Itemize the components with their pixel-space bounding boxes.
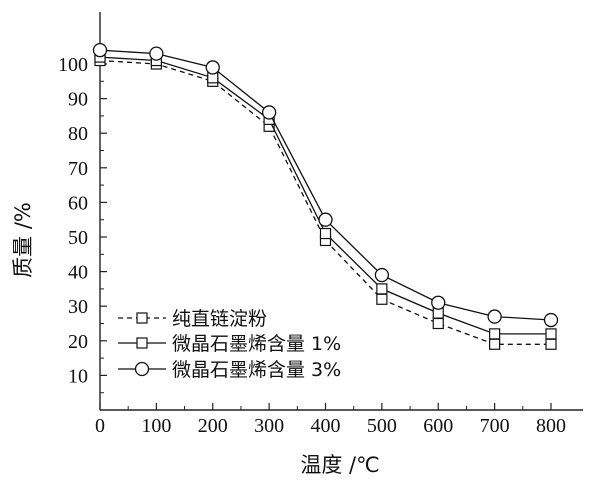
legend-label: 纯直链淀粉 <box>172 308 267 330</box>
data-point <box>545 328 557 340</box>
data-point <box>376 293 388 305</box>
series-2 <box>94 51 557 340</box>
y-tick-label: 20 <box>68 331 88 353</box>
y-tick-label: 10 <box>68 365 88 387</box>
x-tick-label: 600 <box>423 415 453 437</box>
data-point <box>376 283 388 295</box>
y-tick-label: 80 <box>68 123 88 145</box>
data-point <box>489 328 501 340</box>
data-point <box>545 338 557 350</box>
legend-item: 微晶石墨烯含量 1% <box>118 333 341 355</box>
y-tick-label: 100 <box>58 54 88 76</box>
y-axis-title: 质量 /% <box>11 202 35 278</box>
x-tick-label: 400 <box>311 415 341 437</box>
axes: 0 100 200 300 400 500 600 700 800 10 20 30 40 50 60 70 8… <box>58 12 583 437</box>
y-tick-label: 70 <box>68 158 88 180</box>
y-tick-label: 60 <box>68 192 88 214</box>
x-tick-label: 200 <box>198 415 228 437</box>
data-point <box>92 43 108 58</box>
series-line <box>99 56 551 335</box>
data-point <box>431 295 446 310</box>
series-line <box>99 49 552 321</box>
legend-label: 微晶石墨烯含量 1% <box>172 333 341 355</box>
series-3 <box>92 43 559 328</box>
legend-marker <box>136 312 148 324</box>
x-tick-label: 0 <box>95 415 105 437</box>
legend-item: 微晶石墨烯含量 3% <box>118 359 341 381</box>
series-line <box>99 59 551 345</box>
data-point <box>489 338 501 350</box>
legend-marker <box>134 361 150 377</box>
legend-item: 纯直链淀粉 <box>118 308 267 330</box>
data-point <box>149 46 164 61</box>
series-1 <box>94 54 557 350</box>
series-layer <box>92 43 559 350</box>
x-tick-label: 800 <box>536 415 566 437</box>
x-axis-title: 温度 /℃ <box>300 453 379 477</box>
data-point <box>432 317 444 330</box>
data-point <box>318 212 333 227</box>
data-point <box>374 267 390 283</box>
data-point <box>205 60 220 75</box>
x-tick-label: 500 <box>367 415 397 437</box>
data-point <box>487 309 502 324</box>
x-tick-label: 300 <box>254 415 284 437</box>
y-tick-label: 90 <box>68 89 88 111</box>
y-tick-label: 50 <box>68 227 88 249</box>
data-point <box>319 227 332 240</box>
y-tick-label: 40 <box>68 262 88 284</box>
legend-marker <box>136 337 148 349</box>
data-point <box>543 312 559 328</box>
data-point <box>261 105 277 120</box>
x-tick-label: 700 <box>480 415 510 437</box>
y-tick-label: 30 <box>68 296 88 318</box>
x-tick-label: 100 <box>141 415 171 437</box>
legend-label: 微晶石墨烯含量 3% <box>172 359 341 381</box>
